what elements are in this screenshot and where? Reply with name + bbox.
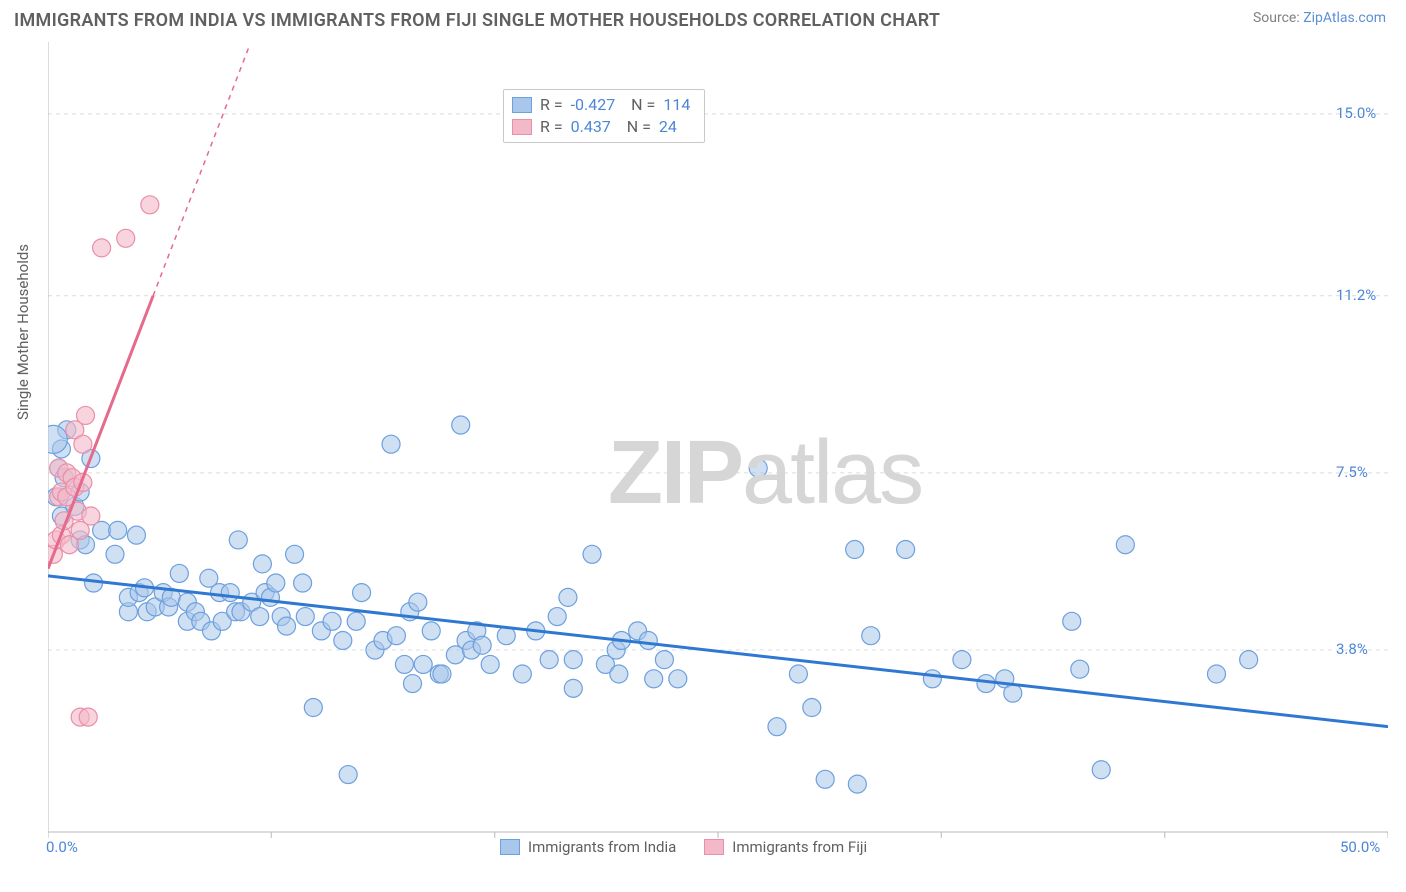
corr-swatch	[512, 97, 532, 113]
corr-n-label: N =	[619, 116, 651, 138]
corr-n-value: 114	[663, 94, 690, 116]
series-legend: Immigrants from India Immigrants from Fij…	[500, 838, 867, 856]
series-legend-item: Immigrants from Fiji	[704, 838, 867, 856]
corr-r-label: R =	[540, 116, 563, 138]
y-axis-label: Single Mother Households	[14, 244, 32, 420]
corr-r-label: R =	[540, 94, 563, 116]
corr-n-value: 24	[659, 116, 677, 138]
corr-swatch	[512, 119, 532, 135]
x-axis-max-label: 50.0%	[1340, 838, 1380, 856]
series-legend-item: Immigrants from India	[500, 838, 676, 856]
corr-legend-row: R = -0.427 N = 114	[512, 94, 690, 116]
corr-legend-row: R = 0.437 N = 24	[512, 116, 690, 138]
series-label: Immigrants from India	[528, 838, 676, 856]
corr-r-value: 0.437	[571, 116, 611, 138]
y-tick-label: 15.0%	[1336, 104, 1376, 122]
chart-area: ZIPatlas R = -0.427 N = 114R = 0.437 N =…	[48, 42, 1388, 842]
source-link[interactable]: ZipAtlas.com	[1303, 10, 1386, 26]
correlation-legend: R = -0.427 N = 114R = 0.437 N = 24	[503, 89, 705, 143]
source-attribution: Source: ZipAtlas.com	[1253, 10, 1386, 26]
source-prefix: Source:	[1253, 10, 1303, 26]
series-swatch	[500, 839, 520, 855]
chart-title: IMMIGRANTS FROM INDIA VS IMMIGRANTS FROM…	[14, 10, 940, 31]
x-axis-min-label: 0.0%	[46, 838, 78, 856]
series-swatch	[704, 839, 724, 855]
y-tick-label: 3.8%	[1336, 640, 1368, 658]
y-tick-label: 7.5%	[1336, 463, 1368, 481]
y-tick-label: 11.2%	[1336, 286, 1376, 304]
corr-n-label: N =	[623, 94, 655, 116]
scatter-chart-svg	[48, 42, 1388, 874]
corr-r-value: -0.427	[571, 94, 616, 116]
series-label: Immigrants from Fiji	[732, 838, 867, 856]
